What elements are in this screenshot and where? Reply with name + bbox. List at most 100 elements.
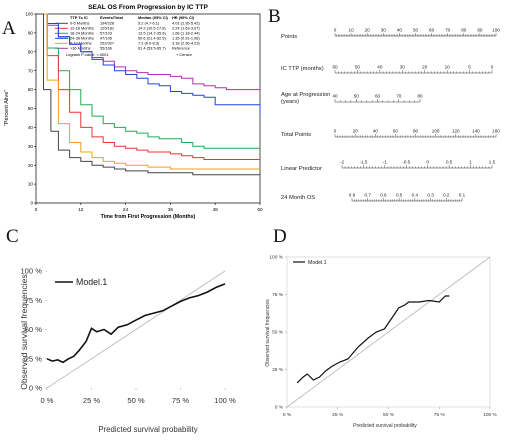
nomogram-tick-label: 70	[445, 28, 451, 33]
nomogram-tick-label: 50	[355, 65, 361, 70]
nomogram-tick-label: 30	[400, 65, 406, 70]
calib-xtick-label: 25 %	[332, 412, 344, 418]
km-curve	[36, 13, 261, 115]
nomogram-tick-label: 60	[393, 129, 399, 134]
nomogram-tick-label: 10	[349, 28, 355, 33]
km-legend-hr: 4.01 (2.95-5.42)	[172, 21, 200, 26]
nomogram-tick-label: 30	[381, 28, 387, 33]
nomogram-tick-label: 0.6	[380, 193, 387, 198]
nomogram-tick-label: 70	[396, 94, 402, 99]
calib-xtick-label: 0 %	[40, 396, 53, 405]
km-legend-header: Median (95% CI)	[138, 15, 169, 20]
km-legend-events: 125/181	[100, 26, 114, 31]
km-legend: TTP To IC Events/Total Median (95% CI) HR (…	[55, 15, 200, 57]
nomogram-tick-label: 100	[432, 129, 440, 134]
km-legend-median: 7.2 (6.0-8.3)	[138, 41, 160, 46]
nomogram-tick-label: 0.3	[427, 193, 434, 198]
km-legend-events: 252/327	[100, 41, 114, 46]
calib-model-line	[296, 295, 450, 384]
nomogram-tick-label: 0	[491, 65, 494, 70]
km-legend-median: 5.2 (4.7-6.1)	[138, 21, 160, 26]
nomogram-tick-label: 40	[377, 65, 383, 70]
km-ytick-label: 40	[28, 125, 34, 130]
km-legend-group: >36 Months	[70, 46, 90, 51]
calib-ytick-label: 100 %	[20, 267, 42, 276]
km-censor-label: + Censor	[176, 52, 193, 57]
nomogram-tick-label: 80	[417, 94, 423, 99]
nomogram-tick-label: 40	[332, 94, 338, 99]
nomogram-row-label: Linear Predictor	[281, 166, 322, 172]
km-ytick-label: 90	[28, 31, 34, 36]
calibration-plot-c: 0 % 0 % 25 % 25 % 50 % 50 % 75 % 75 % 100 % 100 %…	[20, 267, 236, 405]
km-ytick-label: 20	[28, 163, 34, 168]
calib-xtick-label: 100 %	[483, 412, 497, 418]
calibration-plot-d: 0 %0 % 25 % 25 % 50 % 50 % 75 % 75 % 100 % 100 %…	[269, 255, 497, 418]
nomogram-tick-label: -1	[383, 160, 388, 165]
nomogram-tick-label: 20	[422, 65, 428, 70]
calib-xtick-label: 50 %	[383, 412, 395, 418]
calib-c-xlabel: Predicted survival probability	[98, 425, 197, 434]
nomogram-tick-label: 60	[332, 65, 338, 70]
km-xtick-label: 12	[78, 207, 84, 213]
nomogram-tick-label: 40	[373, 129, 379, 134]
calib-xtick-label: 25 %	[83, 396, 101, 405]
panel-letter-b: B	[268, 6, 281, 27]
calib-reference-line	[286, 256, 491, 408]
calib-ytick-label: 0 %	[275, 405, 284, 411]
calib-model-line	[46, 283, 226, 364]
km-legend-events: 47/106	[100, 36, 112, 41]
nomogram-tick-label: 50	[354, 94, 360, 99]
nomogram-tick-label: 20	[353, 129, 359, 134]
km-legend-hr: 1.68 (1.18-2.44)	[172, 31, 200, 36]
km-logrank: Logrank P-value: <.0001	[66, 52, 109, 57]
km-xtick-label: 36	[168, 207, 174, 213]
km-legend-events: 55/166	[100, 46, 112, 51]
panel-letter-c: C	[6, 226, 19, 247]
panel-c: C Observed survival frequencies Predicte…	[6, 226, 236, 434]
km-legend-header: TTP To IC	[70, 15, 88, 20]
nomogram-tick-label: 80	[461, 28, 467, 33]
km-curve	[36, 13, 260, 170]
nomogram-tick-label: 120	[452, 129, 460, 134]
km-xtick-label: 48	[213, 207, 219, 213]
nomogram-tick-label: 60	[429, 28, 435, 33]
km-xtick-label: 0	[35, 207, 38, 213]
calib-ytick-label: 50 %	[25, 325, 43, 334]
calib-xtick-label: 75 %	[434, 412, 446, 418]
calib-d-ylabel: Observed survival frequencies	[265, 299, 271, 367]
nomogram-tick-label: -1.5	[359, 160, 367, 165]
nomogram-tick-label: 0	[334, 28, 337, 33]
km-legend-header: HR (95% CI)	[172, 15, 195, 20]
nomogram-tick-label: -2	[340, 160, 345, 165]
nomogram-tick-label: 0.2	[443, 193, 450, 198]
nomogram-tick-label: 0.8	[349, 193, 356, 198]
km-xtick-label: 60	[257, 207, 263, 213]
km-ytick-label: 30	[28, 144, 34, 149]
km-legend-header: Events/Total	[100, 15, 123, 20]
km-legend-median: 14.2 (10.5-17.8)	[138, 26, 166, 31]
km-legend-hr: Reference	[172, 46, 190, 51]
km-ytick-label: 10	[28, 182, 34, 187]
nomogram-tick-label: 40	[397, 28, 403, 33]
nomogram-tick-label: 90	[477, 28, 483, 33]
calib-xtick-label: 100 %	[214, 396, 236, 405]
panel-letter-a: A	[2, 18, 16, 39]
calib-ytick-label: 25 %	[25, 354, 43, 363]
km-ylabel: "Percent Alive"	[4, 90, 10, 127]
calib-reference-line	[46, 270, 226, 389]
panel-letter-d: D	[273, 226, 287, 247]
nomogram-tick-label: 100	[492, 28, 500, 33]
km-legend-hr: 2.24 (1.63-3.07)	[172, 26, 200, 31]
nomogram-row-label: Total Points	[281, 132, 311, 138]
calib-ytick-label: 75 %	[272, 292, 284, 298]
km-ytick-label: 50	[28, 106, 34, 111]
calib-legend-label: Model.1	[308, 260, 327, 266]
nomogram-row-label: 24 Month OS	[281, 195, 315, 201]
calib-ytick-label: 50 %	[272, 330, 284, 336]
km-legend-group: 12-18 Months	[70, 26, 94, 31]
nomogram-tick-label: 50	[413, 28, 419, 33]
calib-xtick-label: 75 %	[172, 396, 190, 405]
km-legend-group: 6-12 Months	[70, 41, 92, 46]
